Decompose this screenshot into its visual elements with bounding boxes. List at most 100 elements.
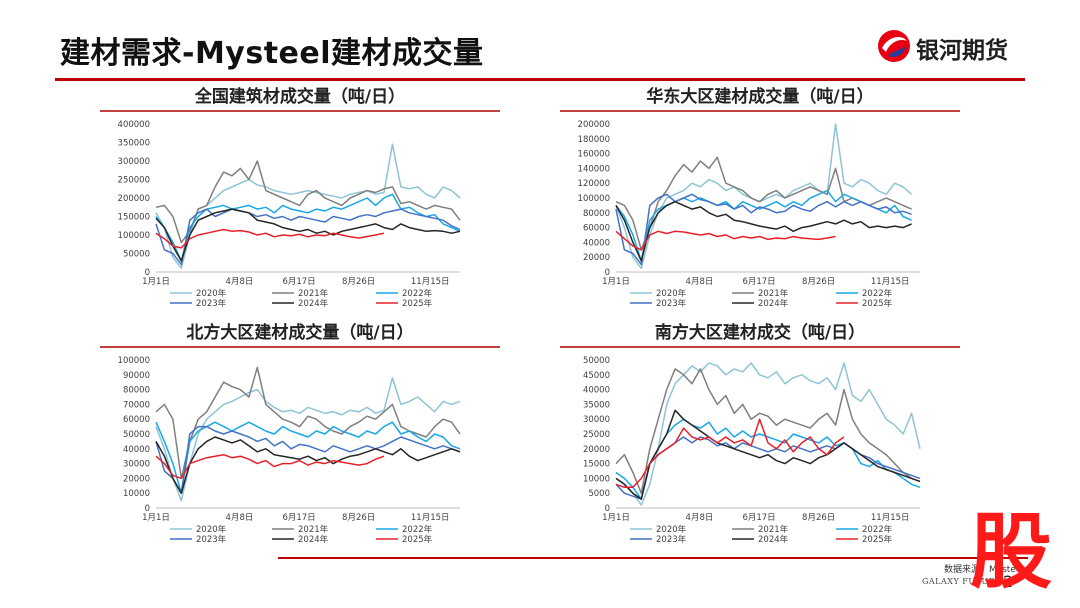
watermark-stamp: 股 [970,505,1053,600]
series-line-2023年 [155,425,461,494]
y-tick-label: 0 [605,504,610,514]
galaxy-footer-text: GALAXY FUTURES [922,577,1008,586]
chart-panel-east: 华东大区建材成交量（吨/日） 0 20000 40000 60000 80000 1000… [560,86,960,308]
x-tick-label: 11月15日 [411,513,450,523]
series-line-2025年 [615,418,845,489]
x-tick-label: 11月15日 [411,277,450,287]
line-chart-east: 0 20000 40000 60000 80000 100000 120000 140000 1… [578,120,920,308]
y-tick-label: 30000 [123,460,150,470]
series-line-2020年 [155,377,461,502]
galaxy-logo-icon [878,30,910,62]
chart-panel-south: 南方大区建材成交（吨/日） 0 5000 10000 15000 20000 25000 3… [560,322,960,544]
x-tick-label: 1月1日 [602,277,630,287]
y-tick-label: 45000 [583,371,610,381]
x-tick-label: 4月8日 [686,277,714,287]
legend-label: 2022年 [862,524,893,535]
company-logo: 银河期货 [876,28,1036,64]
legend-label: 2021年 [758,524,789,535]
y-tick-label: 300000 [118,157,150,167]
x-tick-label: 1月1日 [602,513,630,523]
series-line-2024年 [155,208,461,262]
x-tick-label: 4月8日 [226,277,254,287]
y-tick-label: 10000 [583,474,610,484]
y-tick-label: 200000 [578,120,610,130]
legend-label: 2021年 [758,288,789,299]
series-line-2020年 [155,143,461,270]
page-number: 2 [1003,572,1014,591]
y-tick-label: 120000 [578,179,610,189]
x-tick-label: 6月17日 [742,277,775,287]
legend-label: 2022年 [862,288,893,299]
y-tick-label: 200000 [118,194,150,204]
y-tick-label: 160000 [578,150,610,160]
chart-title-divider [100,110,500,112]
chart-title-divider [100,346,500,348]
legend-label: 2021年 [298,524,329,535]
series-line-2021年 [615,368,921,494]
legend-label: 2022年 [402,524,433,535]
legend-label: 2025年 [862,534,893,544]
x-tick-label: 6月17日 [282,277,315,287]
chart-title: 华东大区建材成交量（吨/日） [646,87,874,107]
x-tick-label: 4月8日 [226,513,254,523]
y-tick-label: 0 [605,268,610,278]
x-tick-label: 1月1日 [142,277,170,287]
y-tick-label: 0 [145,268,150,278]
y-tick-label: 350000 [118,139,150,149]
y-tick-label: 250000 [118,176,150,186]
chart-title: 南方大区建材成交（吨/日） [654,323,866,343]
y-tick-label: 140000 [578,164,610,174]
legend-label: 2024年 [758,298,789,308]
chart-title-divider [560,346,960,348]
legend-label: 2023年 [656,534,687,544]
y-tick-label: 100000 [578,194,610,204]
legend-label: 2025年 [402,298,433,308]
series-line-2024年 [615,409,921,500]
x-tick-label: 8月26日 [802,513,835,523]
line-chart-south: 0 5000 10000 15000 20000 25000 30000 35000 40000… [583,356,921,544]
y-tick-label: 400000 [118,120,150,130]
chart-title: 全国建筑材成交量（吨/日） [194,87,406,107]
y-tick-label: 0 [145,504,150,514]
y-tick-label: 50000 [583,356,610,366]
series-line-2021年 [615,156,912,251]
legend-label: 2024年 [758,534,789,544]
line-chart-north: 0 10000 20000 30000 40000 50000 60000 70000 8000… [118,356,461,544]
y-tick-label: 20000 [583,445,610,455]
y-tick-label: 40000 [123,445,150,455]
legend-label: 2020年 [656,524,687,535]
legend-label: 2023年 [196,534,227,544]
y-tick-label: 100000 [118,356,150,366]
series-line-2021年 [155,366,461,480]
chart-title: 北方大区建材成交量（吨/日） [186,323,414,343]
chart-panel-north: 北方大区建材成交量（吨/日） 0 10000 20000 30000 40000 5000… [100,322,500,544]
y-tick-label: 80000 [123,386,150,396]
series-line-2025年 [155,453,385,480]
legend-label: 2024年 [298,298,329,308]
x-tick-label: 11月15日 [871,277,910,287]
y-tick-label: 80000 [583,209,610,219]
x-tick-label: 1月1日 [142,513,170,523]
source-note: 数据来源：Mysteel [944,565,1024,575]
legend-label: 2023年 [196,298,227,308]
legend-label: 2025年 [862,298,893,308]
legend-label: 2020年 [196,524,227,535]
legend-label: 2021年 [298,288,329,299]
y-tick-label: 50000 [123,430,150,440]
y-tick-label: 30000 [583,415,610,425]
series-line-2020年 [615,123,913,270]
y-tick-label: 20000 [583,253,610,263]
series-line-2023年 [155,208,461,266]
y-tick-label: 40000 [583,386,610,396]
y-tick-label: 90000 [123,371,150,381]
y-tick-label: 10000 [123,489,150,499]
slide-title: 建材需求-Mysteel建材成交量 [60,36,484,71]
series-line-2025年 [615,230,836,251]
x-tick-label: 8月26日 [342,277,375,287]
y-tick-label: 5000 [588,489,610,499]
logo-text: 银河期货 [916,38,1008,64]
x-tick-label: 6月17日 [742,513,775,523]
y-tick-label: 25000 [583,430,610,440]
footer-divider [278,557,1028,559]
y-tick-label: 50000 [123,250,150,260]
